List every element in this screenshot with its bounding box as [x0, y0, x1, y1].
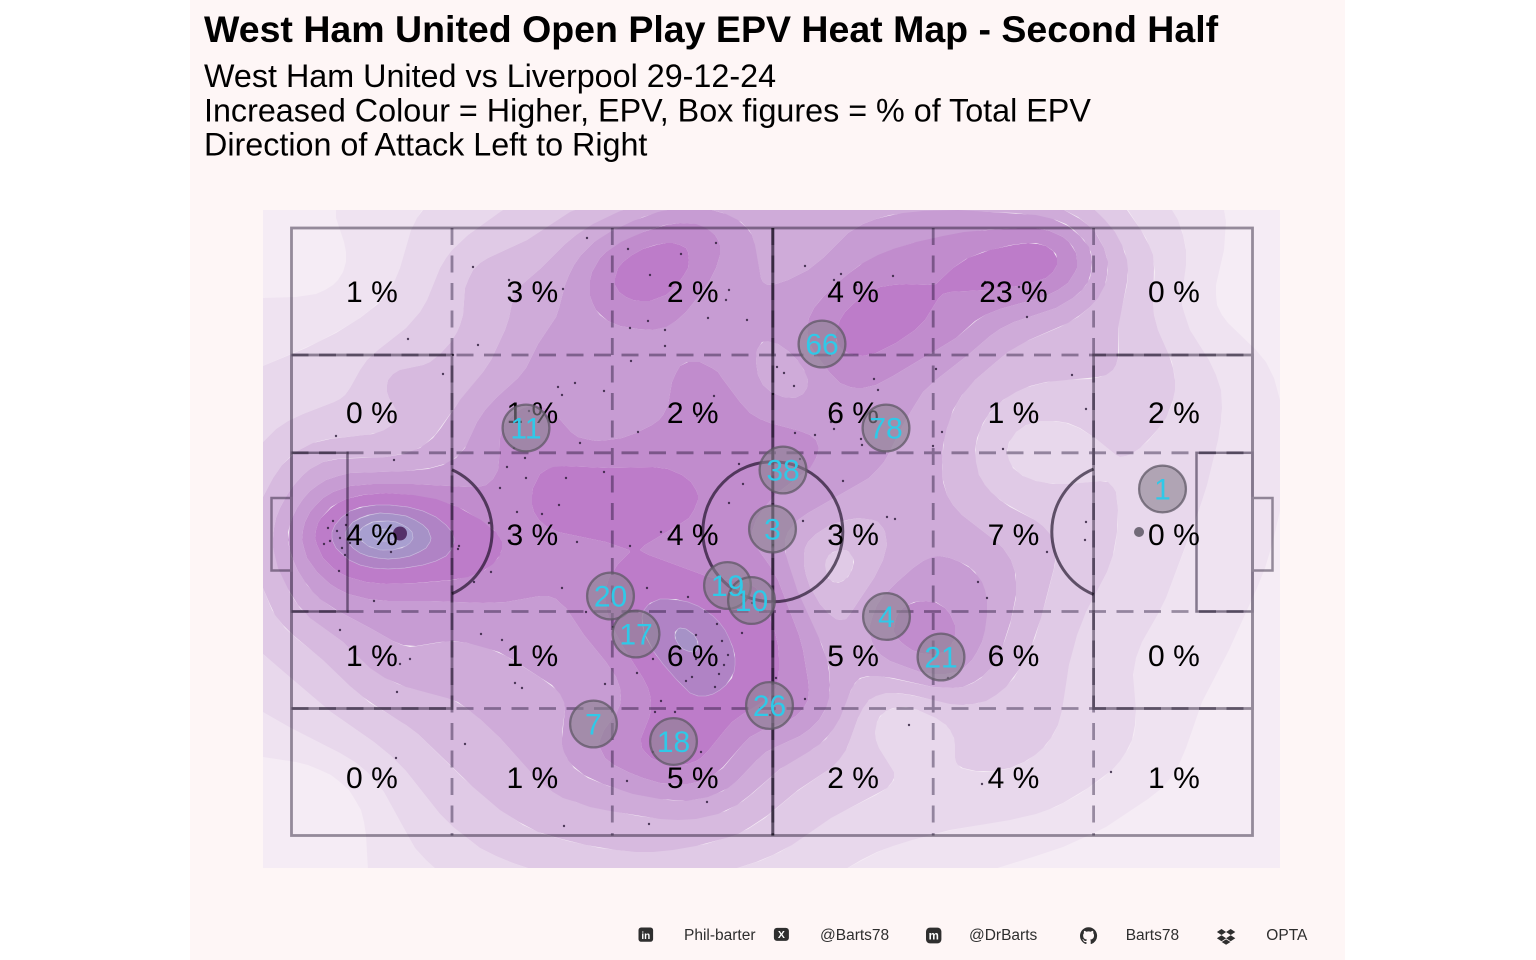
- svg-text:1 %: 1 %: [988, 397, 1040, 430]
- svg-text:1: 1: [1154, 474, 1171, 507]
- svg-text:0 %: 0 %: [346, 397, 398, 430]
- svg-text:5 %: 5 %: [667, 762, 719, 795]
- svg-text:4 %: 4 %: [667, 519, 719, 552]
- svg-text:West Ham United vs Liverpool 2: West Ham United vs Liverpool 29-12-24: [204, 58, 776, 94]
- svg-text:4: 4: [878, 601, 895, 634]
- svg-text:7 %: 7 %: [988, 519, 1040, 552]
- svg-text:0 %: 0 %: [346, 762, 398, 795]
- svg-text:66: 66: [805, 329, 838, 362]
- svg-text:Direction of Attack Left to Ri: Direction of Attack Left to Right: [204, 127, 647, 163]
- svg-text:21: 21: [924, 642, 957, 675]
- svg-text:West Ham United Open Play EPV: West Ham United Open Play EPV Heat Map -…: [204, 8, 1219, 50]
- svg-text:20: 20: [594, 581, 627, 614]
- svg-text:17: 17: [619, 619, 652, 652]
- svg-text:2 %: 2 %: [1148, 397, 1200, 430]
- svg-text:0 %: 0 %: [1148, 276, 1200, 309]
- svg-text:1 %: 1 %: [346, 640, 398, 673]
- svg-text:1 %: 1 %: [506, 762, 558, 795]
- svg-text:4 %: 4 %: [346, 519, 398, 552]
- svg-text:11: 11: [510, 413, 541, 446]
- svg-text:78: 78: [869, 413, 902, 446]
- svg-text:X: X: [778, 929, 785, 941]
- svg-text:10: 10: [735, 585, 768, 618]
- svg-text:in: in: [641, 931, 650, 942]
- svg-text:Phil-barter: Phil-barter: [684, 927, 756, 944]
- svg-text:3 %: 3 %: [827, 519, 879, 552]
- svg-text:2 %: 2 %: [667, 276, 719, 309]
- svg-text:26: 26: [753, 690, 786, 723]
- svg-text:2 %: 2 %: [667, 397, 719, 430]
- svg-text:18: 18: [657, 726, 690, 759]
- svg-text:3 %: 3 %: [506, 276, 558, 309]
- svg-text:23 %: 23 %: [979, 276, 1047, 309]
- svg-text:@DrBarts: @DrBarts: [969, 927, 1038, 944]
- svg-text:m: m: [929, 931, 939, 943]
- svg-text:Increased Colour = Higher, EPV: Increased Colour = Higher, EPV, Box figu…: [204, 92, 1091, 128]
- svg-text:1 %: 1 %: [506, 640, 558, 673]
- svg-text:1 %: 1 %: [1148, 762, 1200, 795]
- svg-text:6 %: 6 %: [988, 640, 1040, 673]
- svg-text:6 %: 6 %: [667, 640, 719, 673]
- svg-text:@Barts78: @Barts78: [820, 927, 889, 944]
- svg-text:1 %: 1 %: [346, 276, 398, 309]
- svg-text:3: 3: [764, 514, 781, 547]
- svg-text:4 %: 4 %: [988, 762, 1040, 795]
- svg-text:0 %: 0 %: [1148, 640, 1200, 673]
- svg-text:38: 38: [766, 455, 799, 488]
- svg-text:19: 19: [711, 570, 744, 603]
- svg-text:OPTA: OPTA: [1266, 927, 1308, 944]
- svg-text:3 %: 3 %: [506, 519, 558, 552]
- svg-text:7: 7: [585, 709, 602, 742]
- svg-text:2 %: 2 %: [827, 762, 879, 795]
- svg-text:5 %: 5 %: [827, 640, 879, 673]
- svg-text:4 %: 4 %: [827, 276, 879, 309]
- svg-text:Barts78: Barts78: [1126, 927, 1179, 944]
- svg-text:0 %: 0 %: [1148, 519, 1200, 552]
